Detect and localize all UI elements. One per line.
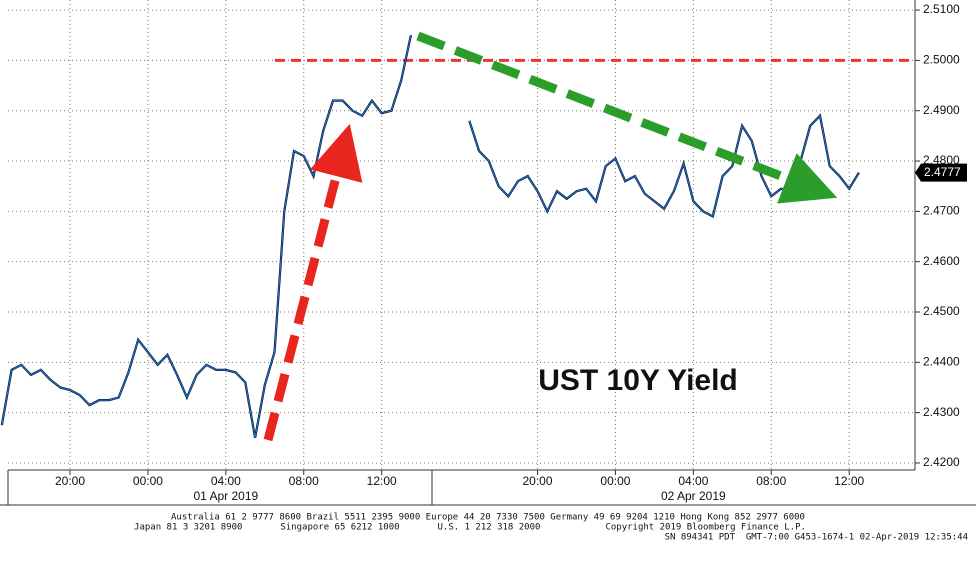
x-tick-label: 04:00 (678, 474, 708, 488)
y-tick-label: 2.4600 (923, 254, 960, 268)
date-label: 01 Apr 2019 (193, 489, 258, 503)
y-tick-label: 2.4400 (923, 354, 960, 368)
footer-line: SN 894341 PDT GMT-7:00 G453-1674-1 02-Ap… (665, 533, 968, 543)
last-value-label: 2.4777 (924, 165, 961, 179)
x-tick-label: 08:00 (756, 474, 786, 488)
y-tick-label: 2.4300 (923, 405, 960, 419)
date-label: 02 Apr 2019 (661, 489, 726, 503)
annotation: UST 10Y Yield (538, 364, 738, 397)
footer-line: Australia 61 2 9777 8600 Brazil 5511 239… (171, 513, 805, 523)
y-tick-label: 2.4700 (923, 204, 960, 218)
x-tick-label: 12:00 (367, 474, 397, 488)
x-tick-label: 00:00 (600, 474, 630, 488)
last-value-box (915, 163, 967, 182)
footer-line: Japan 81 3 3201 8900 Singapore 65 6212 1… (134, 523, 806, 533)
rise-arrow (263, 123, 363, 442)
y-tick-label: 2.4200 (923, 455, 960, 469)
x-tick-label: 20:00 (55, 474, 85, 488)
x-tick-label: 08:00 (289, 474, 319, 488)
y-tick-label: 2.5000 (923, 53, 960, 67)
y-tick-label: 2.5100 (923, 2, 960, 16)
y-tick-label: 2.4900 (923, 103, 960, 117)
x-tick-label: 04:00 (211, 474, 241, 488)
x-tick-label: 20:00 (523, 474, 553, 488)
y-tick-label: 2.4500 (923, 304, 960, 318)
x-tick-label: 00:00 (133, 474, 163, 488)
x-tick-label: 12:00 (834, 474, 864, 488)
fall-arrow (416, 31, 838, 204)
